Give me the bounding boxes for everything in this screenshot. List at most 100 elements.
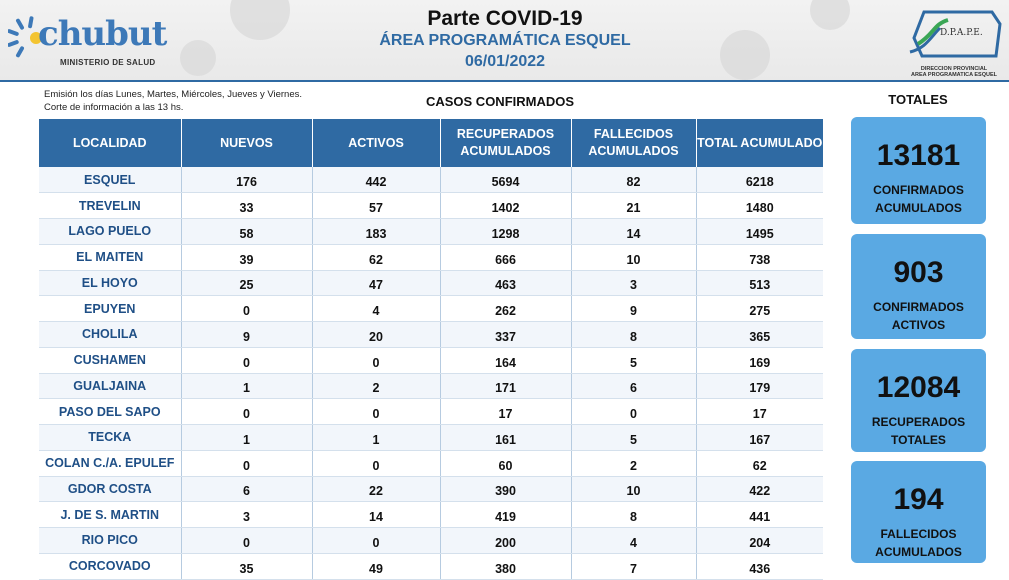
locality-cell: CUSHAMEN — [39, 347, 182, 374]
value-cell: 49 — [312, 553, 441, 580]
value-cell: 0 — [181, 347, 313, 374]
value-cell: 204 — [696, 527, 823, 554]
value-cell: 380 — [440, 553, 572, 580]
virus-decoration-icon — [810, 0, 850, 30]
locality-cell: TREVELIN — [39, 192, 182, 219]
value-cell: 60 — [440, 450, 572, 477]
total-card: 13181 CONFIRMADOS ACUMULADOS — [851, 117, 986, 224]
value-cell: 183 — [312, 218, 441, 245]
report-header: chubut MINISTERIO DE SALUD Parte COVID-1… — [0, 0, 1009, 82]
total-value: 12084 — [876, 371, 961, 404]
value-cell: 365 — [696, 321, 823, 348]
area-subtitle: ÁREA PROGRAMÁTICA ESQUEL — [379, 32, 631, 49]
column-header: TOTAL ACUMULADO — [696, 119, 823, 167]
value-cell: 666 — [440, 244, 572, 271]
value-cell: 8 — [571, 501, 697, 528]
value-cell: 1 — [181, 424, 313, 451]
value-cell: 262 — [440, 295, 572, 322]
total-label: RECUPERADOS TOTALES — [851, 413, 986, 449]
value-cell: 5694 — [440, 167, 572, 194]
total-label-line: ACTIVOS — [891, 318, 946, 332]
locality-cell: EL HOYO — [39, 270, 182, 297]
sun-rays-icon — [8, 16, 42, 58]
value-cell: 0 — [312, 450, 441, 477]
chubut-logo: chubut MINISTERIO DE SALUD — [8, 8, 168, 72]
locality-cell: J. DE S. MARTIN — [39, 501, 182, 528]
logo-acronym: D.P.A.P.E. — [940, 28, 983, 38]
value-cell: 3 — [181, 501, 313, 528]
locality-cell: TECKA — [39, 424, 182, 451]
total-card: 903 CONFIRMADOS ACTIVOS — [851, 234, 986, 339]
table-row: ESQUEL 176 442 5694 82 6218 — [39, 167, 823, 194]
logo-caption-line1: DIRECCION PROVINCIAL — [920, 66, 988, 72]
value-cell: 0 — [181, 295, 313, 322]
table-row: CUSHAMEN 0 0 164 5 169 — [39, 347, 823, 374]
total-label-line: CONFIRMADOS — [873, 300, 964, 314]
value-cell: 169 — [696, 347, 823, 374]
column-header: NUEVOS — [181, 119, 313, 167]
table-row: RIO PICO 0 0 200 4 204 — [39, 527, 823, 554]
value-cell: 6 — [181, 476, 313, 503]
value-cell: 422 — [696, 476, 823, 503]
table-row: EL HOYO 25 47 463 3 513 — [39, 270, 823, 297]
value-cell: 200 — [440, 527, 572, 554]
logo-subtitle: MINISTERIO DE SALUD — [60, 58, 156, 67]
locality-cell: GDOR COSTA — [39, 476, 182, 503]
virus-decoration-icon — [720, 30, 770, 80]
value-cell: 8 — [571, 321, 697, 348]
total-label-line: CONFIRMADOS — [873, 183, 964, 197]
table-row: TREVELIN 33 57 1402 21 1480 — [39, 192, 823, 219]
value-cell: 0 — [181, 450, 313, 477]
value-cell: 161 — [440, 424, 572, 451]
table-row: TECKA 1 1 161 5 167 — [39, 424, 823, 451]
value-cell: 4 — [571, 527, 697, 554]
value-cell: 419 — [440, 501, 572, 528]
value-cell: 176 — [181, 167, 313, 194]
value-cell: 4 — [312, 295, 441, 322]
value-cell: 1298 — [440, 218, 572, 245]
table-row: COLAN C./A. EPULEF 0 0 60 2 62 — [39, 450, 823, 477]
value-cell: 5 — [571, 424, 697, 451]
value-cell: 17 — [440, 398, 572, 425]
value-cell: 5 — [571, 347, 697, 374]
value-cell: 171 — [440, 373, 572, 400]
value-cell: 17 — [696, 398, 823, 425]
total-label-line: ACUMULADOS — [875, 201, 962, 215]
column-header: RECUPERADOS ACUMULADOS — [440, 119, 572, 167]
table-row: CORCOVADO 35 49 380 7 436 — [39, 553, 823, 580]
table-row: LAGO PUELO 58 183 1298 14 1495 — [39, 218, 823, 245]
note-line: Emisión los días Lunes, Martes, Miércole… — [44, 89, 303, 100]
section-title: CASOS CONFIRMADOS — [425, 94, 575, 109]
value-cell: 9 — [571, 295, 697, 322]
table-body: ESQUEL 176 442 5694 82 6218 TREVELIN 33 57 1402 21… — [39, 167, 823, 580]
value-cell: 25 — [181, 270, 313, 297]
value-cell: 10 — [571, 476, 697, 503]
total-card: 12084 RECUPERADOS TOTALES — [851, 349, 986, 452]
locality-cell: GUALJAINA — [39, 373, 182, 400]
locality-cell: CORCOVADO — [39, 553, 182, 580]
table-row: PASO DEL SAPO 0 0 17 0 17 — [39, 398, 823, 425]
value-cell: 1402 — [440, 192, 572, 219]
value-cell: 82 — [571, 167, 697, 194]
value-cell: 9 — [181, 321, 313, 348]
value-cell: 0 — [181, 398, 313, 425]
value-cell: 6 — [571, 373, 697, 400]
total-label-line: FALLECIDOS — [880, 527, 957, 541]
value-cell: 179 — [696, 373, 823, 400]
value-cell: 0 — [312, 347, 441, 374]
table-row: GDOR COSTA 6 22 390 10 422 — [39, 476, 823, 503]
locality-cell: EL MAITEN — [39, 244, 182, 271]
column-header: ACTIVOS — [312, 119, 441, 167]
total-value: 903 — [893, 256, 944, 289]
total-card: 194 FALLECIDOS ACUMULADOS — [851, 461, 986, 563]
province-map-icon — [909, 10, 1002, 58]
table-row: EPUYEN 0 4 262 9 275 — [39, 295, 823, 322]
value-cell: 337 — [440, 321, 572, 348]
value-cell: 10 — [571, 244, 697, 271]
virus-decoration-icon — [230, 0, 290, 40]
value-cell: 275 — [696, 295, 823, 322]
title-block: Parte COVID-19 ÁREA PROGRAMÁTICA ESQUEL … — [300, 6, 710, 73]
total-label-line: TOTALES — [891, 433, 946, 447]
value-cell: 738 — [696, 244, 823, 271]
locality-cell: RIO PICO — [39, 527, 182, 554]
